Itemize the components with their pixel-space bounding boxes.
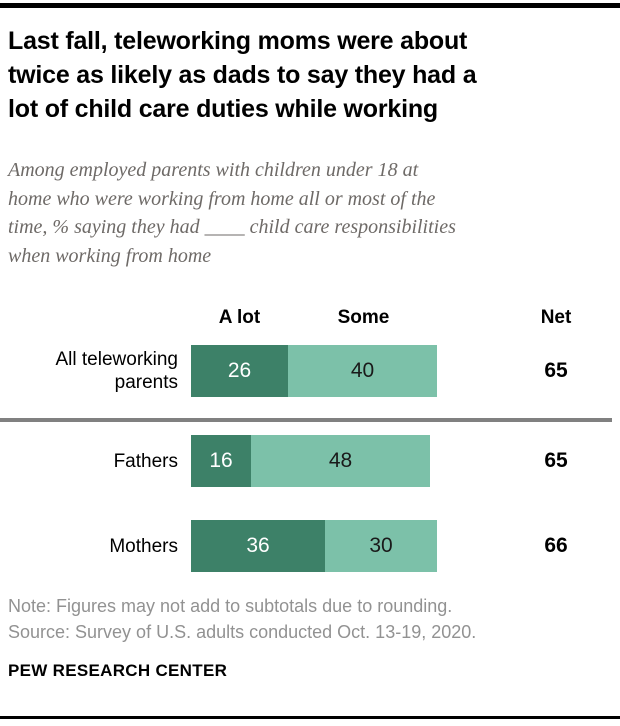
net-value: 65	[544, 359, 568, 382]
chart-title-line1: Last fall, teleworking moms were about	[8, 27, 468, 55]
bar-segment-a-lot: 16	[191, 435, 251, 487]
chart-subtitle-line2: home who were working from home all or m…	[8, 187, 436, 210]
row-label: Mothers	[109, 535, 178, 557]
chart-title-line2: twice as likely as dads to say they had …	[8, 61, 477, 89]
brand-label: PEW RESEARCH CENTER	[8, 661, 228, 680]
chart-subtitle-line3: time, % saying they had ____ child care …	[8, 216, 456, 238]
bar-segment-some: 40	[288, 345, 437, 397]
footnotes: Note: Figures may not add to subtotals d…	[8, 593, 608, 645]
chart-subtitle-line4: when working from home	[8, 244, 212, 267]
chart-title-line3: lot of child care duties while working	[8, 95, 438, 123]
bar-value-a-lot: 16	[209, 449, 233, 472]
bar-segment-a-lot: 36	[191, 520, 325, 572]
bar-segment-some: 48	[251, 435, 430, 487]
row-label: Fathers	[113, 450, 178, 472]
top-rule	[0, 3, 620, 8]
bar-row-all-teleworking-parents: All teleworking parents 26 40	[0, 345, 620, 397]
bar-value-some: 48	[328, 449, 353, 472]
bar-value-a-lot: 26	[227, 359, 252, 382]
net-value: 65	[544, 449, 568, 472]
bar-segment-some: 30	[325, 520, 437, 572]
source-text: Source: Survey of U.S. adults conducted …	[8, 622, 477, 642]
column-header-some: Some	[337, 307, 390, 328]
stacked-bar: 26 40	[191, 345, 437, 397]
stacked-bar: 36 30	[191, 520, 437, 572]
bottom-rule	[0, 716, 620, 719]
stacked-bar: 16 48	[191, 435, 430, 487]
bar-segment-a-lot: 26	[191, 345, 288, 397]
bar-value-a-lot: 36	[246, 534, 270, 557]
bar-value-some: 40	[350, 359, 375, 382]
section-divider	[0, 418, 612, 422]
row-label: All teleworking parents	[55, 349, 179, 393]
chart-title: Last fall, teleworking moms were about t…	[8, 24, 608, 126]
bar-row-mothers: Mothers 36 30	[0, 520, 620, 572]
chart-subtitle: Among employed parents with children und…	[8, 156, 608, 270]
net-value: 66	[544, 534, 568, 557]
column-header-net: Net	[540, 307, 572, 328]
column-header-a-lot: A lot	[218, 307, 261, 328]
chart-subtitle-line1: Among employed parents with children und…	[8, 159, 419, 181]
note-text: Note: Figures may not add to subtotals d…	[8, 596, 453, 616]
bar-row-fathers: Fathers 16 48	[0, 435, 620, 487]
bar-value-some: 30	[369, 534, 393, 557]
